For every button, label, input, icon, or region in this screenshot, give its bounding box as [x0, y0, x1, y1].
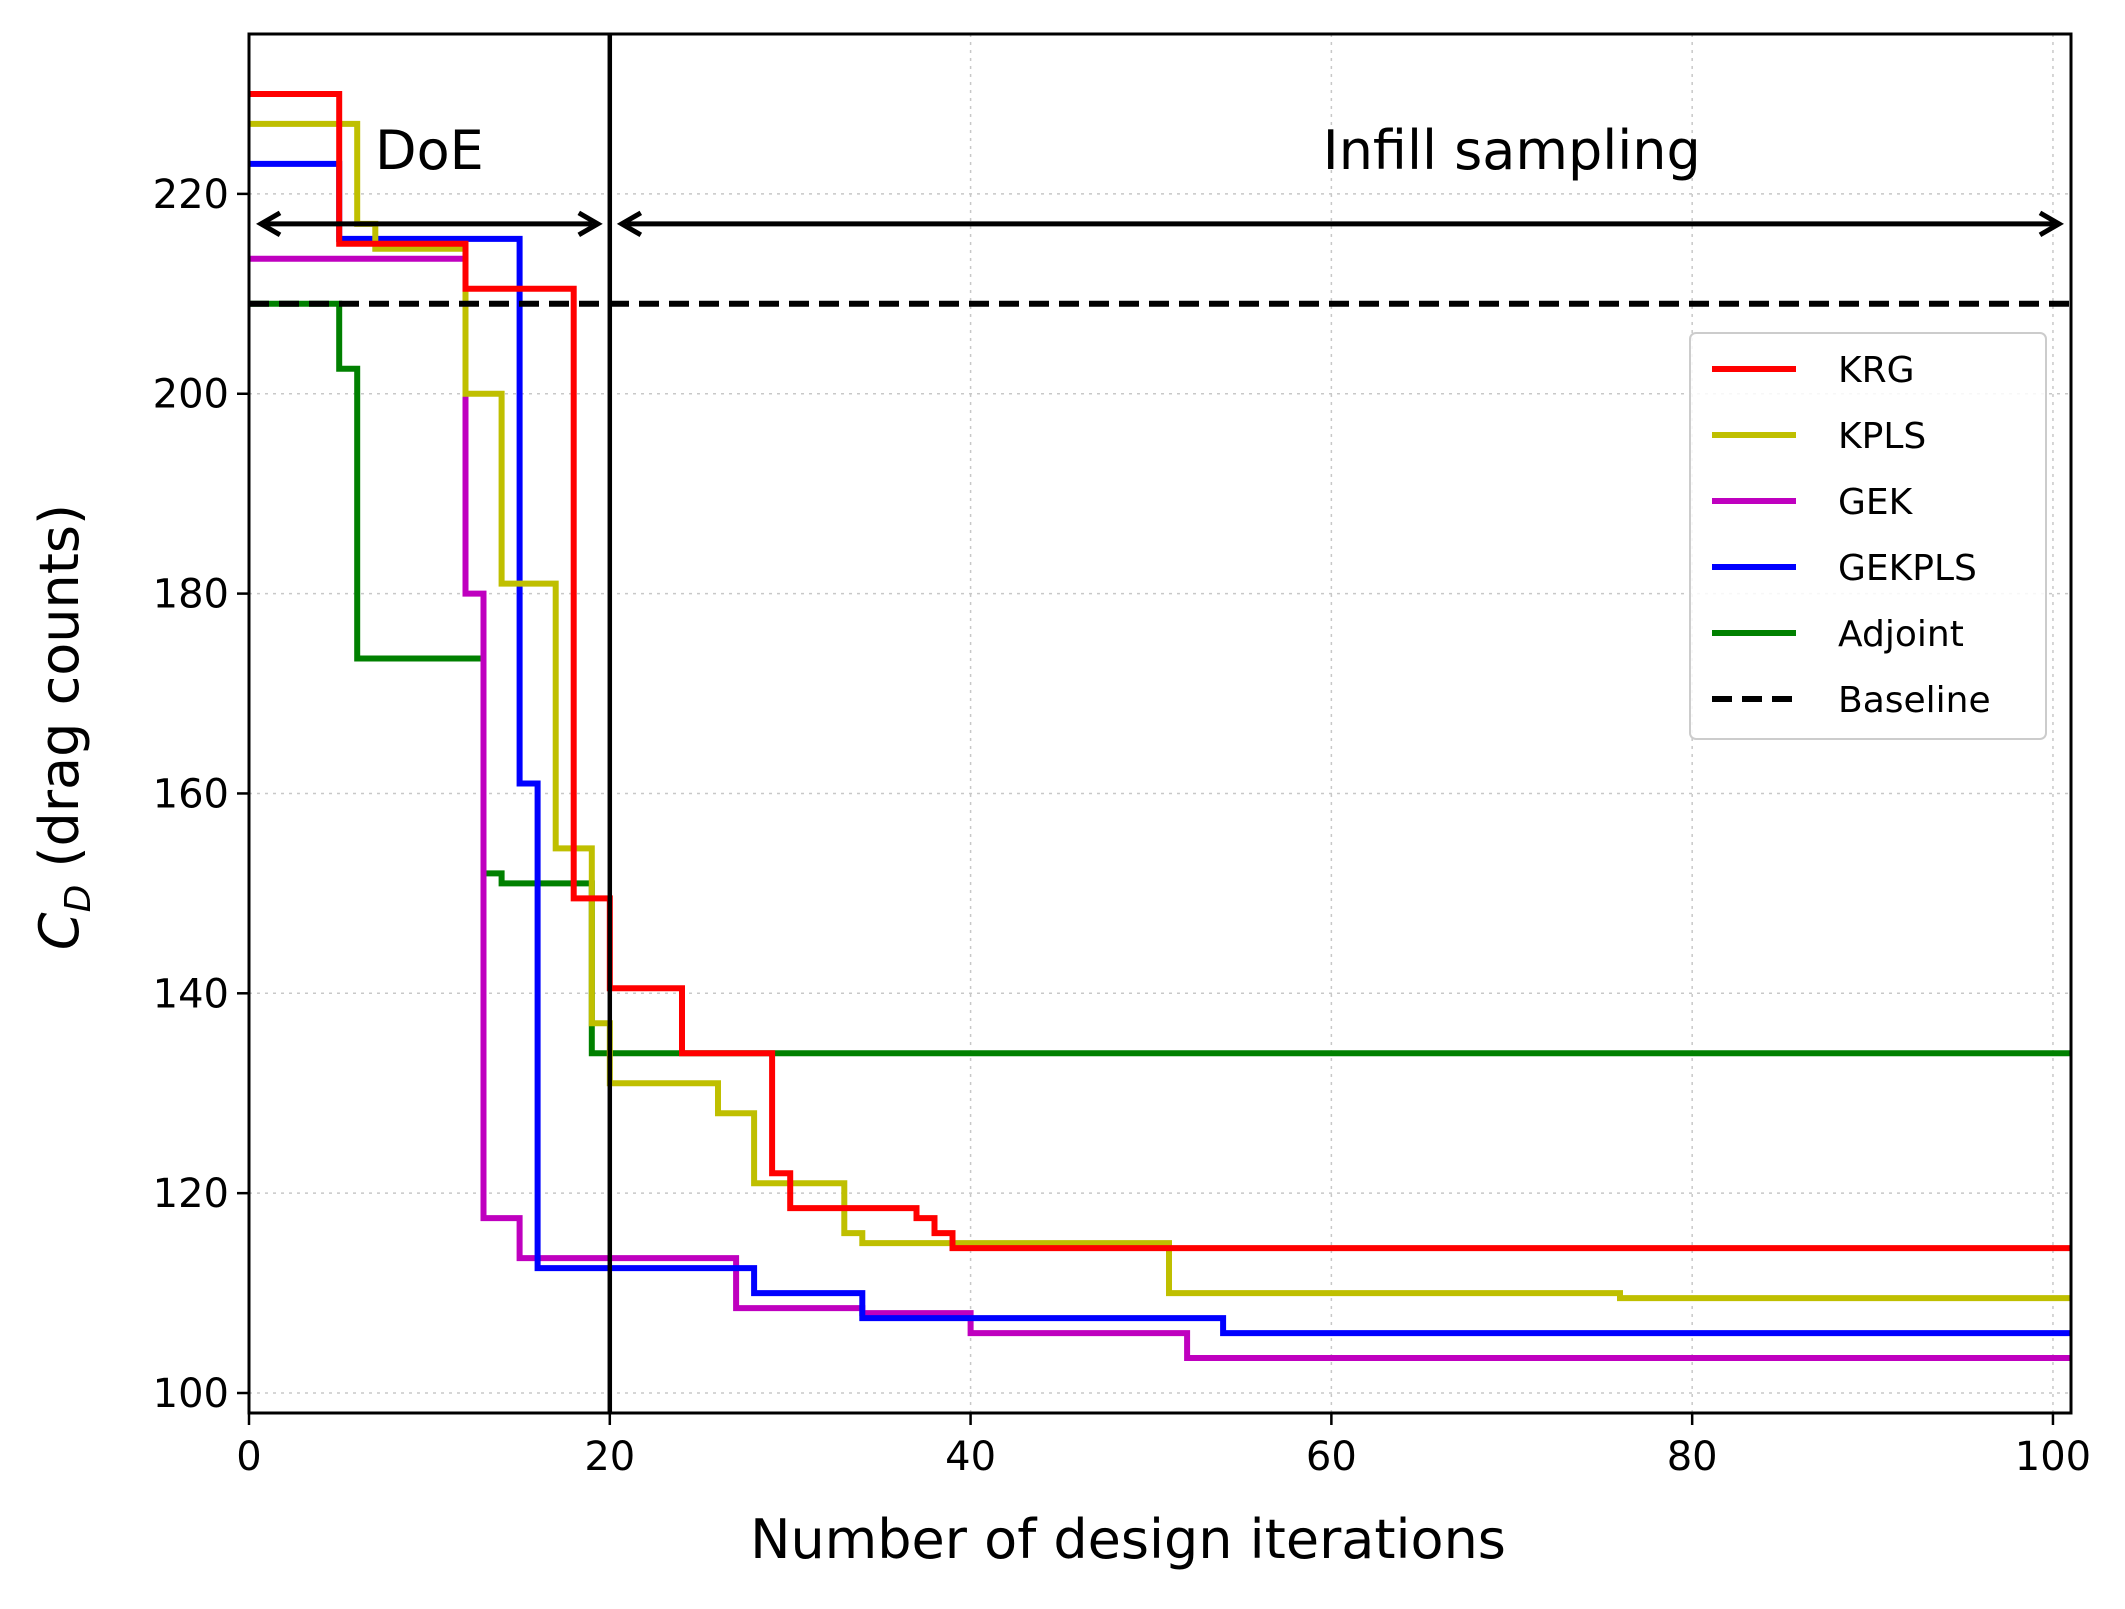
series-line-gek	[249, 255, 2071, 1361]
legend-label-adjoint: Adjoint	[1838, 614, 1964, 655]
x-axis-label: Number of design iterations	[750, 1508, 1506, 1571]
annotation-label: DoE	[375, 119, 484, 182]
legend-label-gek: GEK	[1838, 482, 1914, 523]
y-axis-label-subscript: D	[58, 885, 99, 913]
y-tick-label: 160	[153, 771, 229, 817]
x-tick-label: 80	[1667, 1434, 1718, 1480]
y-tick-label: 120	[153, 1171, 229, 1217]
y-axis-label-rest: (drag counts)	[28, 504, 91, 885]
x-tick-label: 0	[236, 1434, 261, 1480]
y-tick-label: 100	[153, 1371, 229, 1417]
series-line-gekpls	[249, 160, 2071, 1337]
y-tick-label: 200	[153, 372, 229, 418]
y-tick-label: 180	[153, 572, 229, 618]
legend: KRG KPLS GEK GEKPLS Adjoint Baseline	[1689, 332, 2047, 740]
axis-ticks: 0 20 40 60 80 100 100 120 140 160 180 200 220	[153, 172, 2091, 1480]
annotation-label: Infill sampling	[1323, 119, 1701, 182]
legend-label-gekpls: GEKPLS	[1838, 548, 1977, 589]
legend-box	[1689, 332, 2047, 740]
annotation-arrowhead-right	[2038, 210, 2064, 238]
x-tick-label: 60	[1306, 1434, 1357, 1480]
annotation-arrowhead-left	[616, 210, 643, 238]
plot-frame	[247, 32, 2073, 1415]
x-tick-label: 20	[584, 1434, 635, 1480]
series-line-krg	[249, 91, 2071, 1252]
x-tick-label: 40	[945, 1434, 996, 1480]
legend-label-kpls: KPLS	[1838, 416, 1926, 457]
annotation-arrowhead-right	[577, 210, 603, 238]
y-axis-label-main: C	[28, 912, 91, 950]
y-tick-label: 140	[153, 971, 229, 1017]
y-tick-label: 220	[153, 172, 229, 218]
annotation-arrowhead-left	[256, 210, 282, 238]
y-axis-label: CD (drag counts)	[28, 504, 99, 950]
legend-label-krg: KRG	[1838, 350, 1915, 391]
legend-label-baseline: Baseline	[1838, 680, 1991, 721]
x-tick-label: 100	[2015, 1434, 2091, 1480]
annotations: DoE Infill sampling	[256, 119, 2064, 238]
